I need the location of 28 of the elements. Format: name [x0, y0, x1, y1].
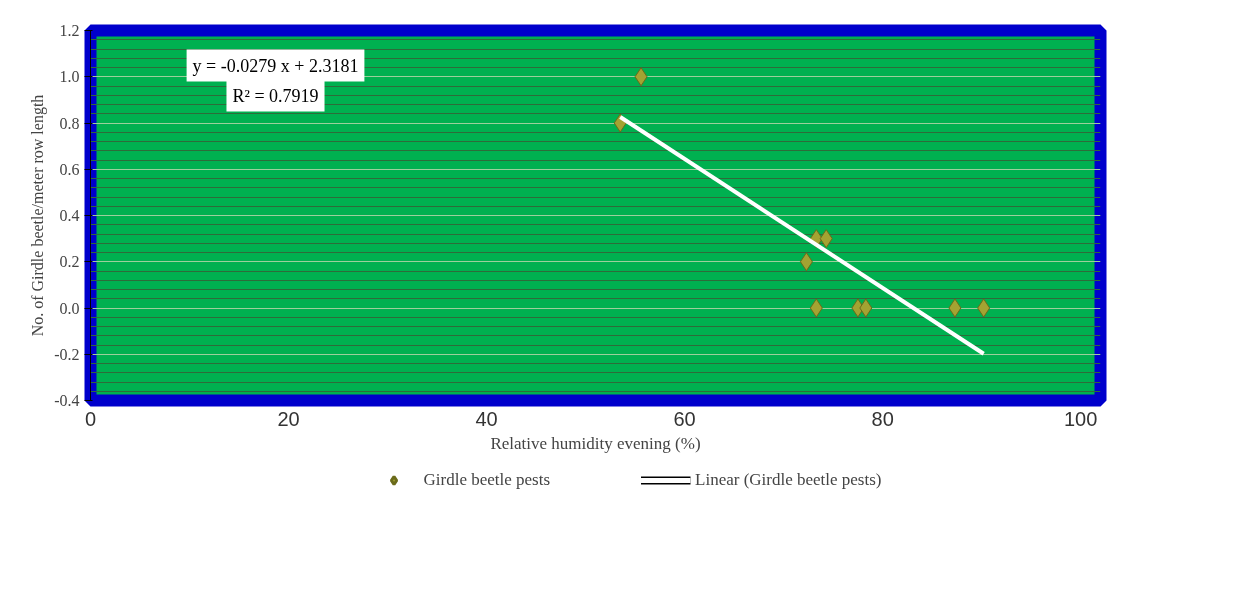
- point: [809, 298, 823, 318]
- x-tick-label: 60: [673, 407, 696, 430]
- point: [948, 298, 962, 318]
- y-tick-label: 0.4: [59, 207, 80, 224]
- x-tick-label: 40: [475, 407, 498, 430]
- annotation: y = -0.0279 x + 2.3181: [192, 55, 359, 76]
- annotation: R² = 0.7919: [232, 85, 319, 106]
- x-axis-title: Relative humidity evening (%): [490, 433, 701, 453]
- point: [799, 252, 813, 272]
- y-tick-label: -0.4: [54, 392, 80, 409]
- legend-label: Linear (Girdle beetle pests): [695, 470, 882, 490]
- y-axis-title: No. of Girdle beetle/meter row length: [29, 94, 48, 337]
- point: [859, 298, 873, 318]
- x-tick-label: 20: [277, 407, 300, 430]
- y-tick-label: 0.8: [59, 114, 80, 132]
- y-tick-label: 0.6: [59, 160, 80, 178]
- y-tick-label: 0.0: [59, 299, 80, 317]
- y-tick-label: -0.2: [54, 345, 80, 363]
- y-tick-label: 0.2: [59, 253, 80, 271]
- legend-label: Girdle beetle pests: [423, 470, 551, 490]
- x-tick-label: 100: [1064, 407, 1098, 430]
- x-tick-label: 80: [871, 407, 894, 430]
- point: [634, 67, 648, 87]
- point: [977, 298, 991, 318]
- x-tick-label: 0: [84, 407, 97, 430]
- y-tick-label: 1.0: [59, 68, 80, 86]
- y-tick-label: 1.2: [59, 22, 80, 39]
- point: [819, 229, 833, 249]
